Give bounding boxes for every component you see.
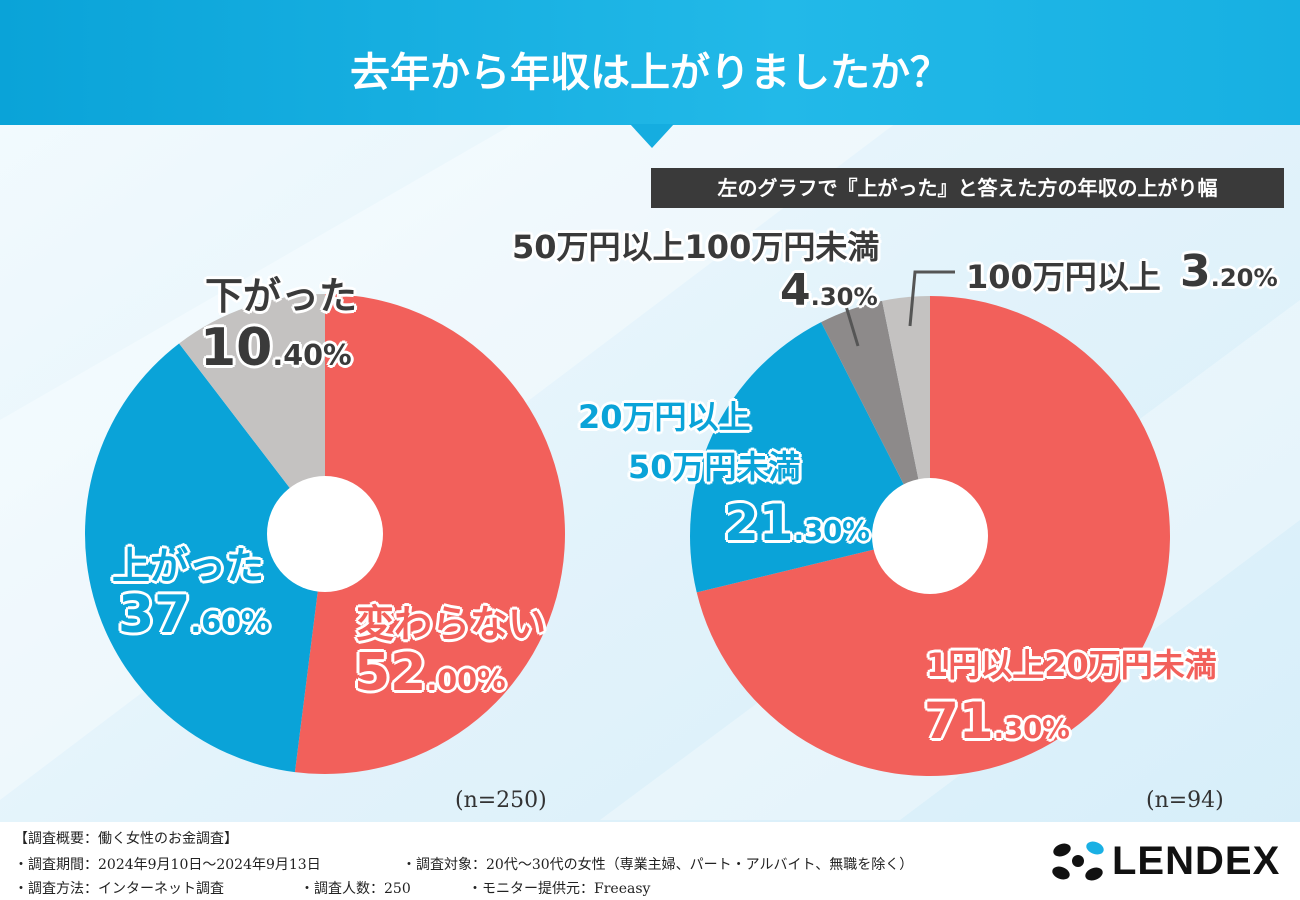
n-label-left: (n=250) (455, 788, 547, 813)
leader-line-50-100 (844, 305, 860, 347)
value-100plus: 3.20% (1180, 246, 1278, 297)
value-20-50: 21.30% (724, 494, 870, 552)
pie-slice-s4 (882, 296, 930, 536)
value-1-20: 71.30% (924, 692, 1070, 750)
pie-slice-sagatta (179, 294, 325, 534)
survey-heading: 【調査概要：働く女性のお金調査】 (14, 831, 238, 847)
label-50-100: 50万円以上100万円未満 (512, 228, 880, 266)
pie-slice-s2 (689, 322, 930, 593)
label-agatta: 上がった (112, 544, 265, 588)
lendex-logo-icon (1052, 841, 1104, 881)
leader-line-100plus (908, 270, 955, 327)
donut-hole (872, 478, 988, 594)
label-20-50-line2: 50万円未満 (628, 448, 801, 486)
header-pointer (630, 124, 674, 148)
pie-slice-agatta (84, 343, 325, 773)
label-100plus: 100万円以上 (966, 258, 1161, 296)
donut-hole (267, 476, 383, 592)
pie-chart-raise-amount (689, 296, 1171, 777)
pie-slice-kawaranai (294, 294, 565, 774)
survey-provider: ・モニター提供元：Freeasy (468, 881, 651, 897)
value-50-100: 4.30% (780, 265, 878, 316)
value-sagatta: 10.40% (200, 318, 352, 378)
survey-period: ・調査期間：2024年9月10日〜2024年9月13日 (14, 857, 321, 873)
header-banner: 去年から年収は上がりましたか？ (0, 0, 1300, 125)
survey-count: ・調査人数：250 (300, 881, 411, 897)
label-1-20: 1円以上20万円未満 (926, 646, 1217, 684)
label-20-50-line1: 20万円以上 (578, 398, 751, 436)
n-label-right: (n=94) (1146, 788, 1224, 813)
survey-method: ・調査方法：インターネット調査 (14, 881, 224, 897)
pie-chart-raise (84, 294, 565, 774)
lendex-logo-text: LENDEX (1112, 839, 1281, 883)
value-agatta: 37.60% (118, 585, 270, 645)
label-kawaranai: 変わらない (356, 602, 547, 646)
value-kawaranai: 52.00% (354, 643, 506, 703)
survey-target: ・調査対象：20代〜30代の女性（専業主婦、パート・アルバイト、無職を除く） (402, 857, 914, 873)
label-sagatta: 下がった (205, 274, 358, 318)
page-title: 去年から年収は上がりましたか？ (350, 49, 950, 96)
right-chart-subtitle: 左のグラフで『上がった』と答えた方の年収の上がり幅 (651, 168, 1284, 208)
pie-slice-s3 (821, 300, 930, 536)
